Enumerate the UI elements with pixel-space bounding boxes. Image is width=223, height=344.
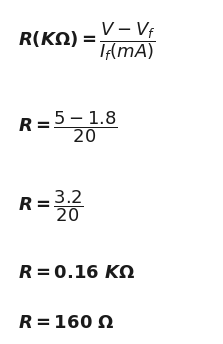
Text: $\boldsymbol{R = \dfrac{3.2}{20}}$: $\boldsymbol{R = \dfrac{3.2}{20}}$ [18,189,83,224]
Text: $\boldsymbol{R = 0.16\ K\Omega}$: $\boldsymbol{R = 0.16\ K\Omega}$ [18,265,135,282]
Text: $\boldsymbol{R(K\Omega) = \dfrac{V - V_f}{I_f(mA)}}$: $\boldsymbol{R(K\Omega) = \dfrac{V - V_f… [18,20,156,63]
Text: $\boldsymbol{R = 160\ \Omega}$: $\boldsymbol{R = 160\ \Omega}$ [18,314,114,332]
Text: $\boldsymbol{R = \dfrac{5 - 1.8}{20}}$: $\boldsymbol{R = \dfrac{5 - 1.8}{20}}$ [18,109,118,145]
